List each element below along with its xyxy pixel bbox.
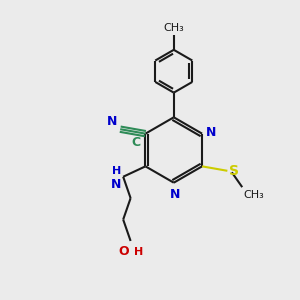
Text: N: N [170,188,181,201]
Text: O: O [118,244,129,257]
Text: N: N [107,115,117,128]
Text: H: H [134,247,143,257]
Text: N: N [110,178,121,191]
Text: S: S [229,164,239,178]
Text: N: N [206,126,216,139]
Text: CH₃: CH₃ [164,23,184,33]
Text: CH₃: CH₃ [244,190,265,200]
Text: C: C [131,136,140,149]
Text: H: H [112,166,121,176]
